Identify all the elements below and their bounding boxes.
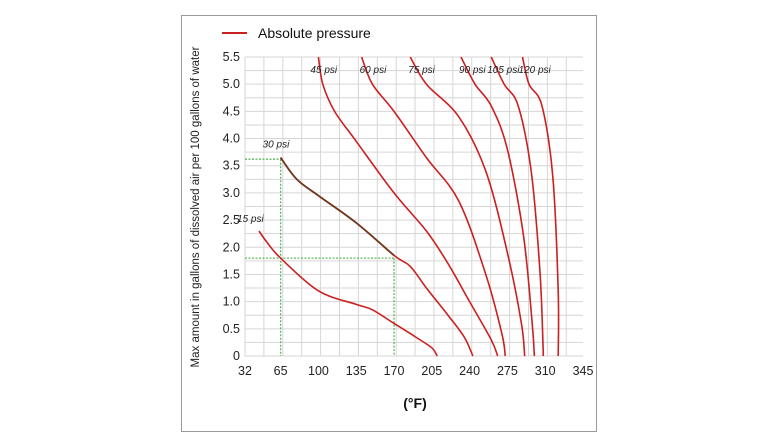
y-tick-label: 2.5 xyxy=(223,213,240,227)
curve-labels: 15 psi 30 psi 45 psi 60 psi 75 psi 90 psi 105 … xyxy=(237,65,552,225)
y-tick-label: 4.5 xyxy=(223,104,240,118)
series-line-60-psi xyxy=(360,56,506,357)
series-label: 30 psi xyxy=(263,140,290,151)
y-tick-label: 1.5 xyxy=(223,267,240,281)
series-line-15-psi xyxy=(258,230,438,357)
y-tick-label: 4.0 xyxy=(223,132,240,146)
y-tick-label: 0 xyxy=(233,349,240,363)
series-label: 105 psi xyxy=(487,65,520,76)
y-tick-label: 5.0 xyxy=(223,77,240,91)
x-tick-label: 240 xyxy=(459,364,480,378)
series-line-105-psi xyxy=(490,56,545,357)
legend-label: Absolute pressure xyxy=(258,25,371,41)
legend: Absolute pressure xyxy=(222,25,371,41)
highlight-segment xyxy=(279,157,395,257)
x-tick-label: 310 xyxy=(535,364,556,378)
series-label: 120 psi xyxy=(519,65,552,76)
series-line-75-psi xyxy=(409,56,526,357)
y-tick-label: 3.0 xyxy=(223,186,240,200)
x-tick-label: 135 xyxy=(346,364,367,378)
series-label: 15 psi xyxy=(237,214,264,225)
x-tick-label: 170 xyxy=(384,364,405,378)
series-line-90-psi xyxy=(460,56,536,357)
x-tick-label: 345 xyxy=(573,364,594,378)
y-tick-label: 2.0 xyxy=(223,240,240,254)
x-axis-label: (°F) xyxy=(403,395,426,411)
series-line-120-psi xyxy=(521,56,560,357)
series-label: 60 psi xyxy=(360,65,387,76)
y-tick-label: 3.5 xyxy=(223,159,240,173)
series-label: 75 psi xyxy=(408,65,435,76)
x-tick-label: 275 xyxy=(497,364,518,378)
x-tick-label: 100 xyxy=(308,364,329,378)
x-tick-label: 32 xyxy=(238,364,252,378)
y-tick-label: 5.5 xyxy=(223,50,240,64)
series-line-45-psi xyxy=(317,56,499,357)
guide-lines xyxy=(245,158,395,356)
x-axis-ticks: 32 65 100 135 170 205 240 275 310 345 xyxy=(238,364,593,378)
y-axis-label: Max amount in gallons of dissolved air p… xyxy=(190,46,202,367)
y-tick-label: 0.5 xyxy=(223,322,240,336)
series-label: 45 psi xyxy=(310,65,337,76)
series-label: 90 psi xyxy=(459,65,486,76)
y-axis-ticks: 0 0.5 1.0 1.5 2.0 2.5 3.0 3.5 4.0 4.5 5.0 5.5 xyxy=(223,50,240,363)
series-group xyxy=(258,56,560,357)
x-tick-label: 65 xyxy=(274,364,288,378)
grid xyxy=(244,56,583,357)
x-tick-label: 205 xyxy=(421,364,442,378)
y-tick-label: 1.0 xyxy=(223,295,240,309)
